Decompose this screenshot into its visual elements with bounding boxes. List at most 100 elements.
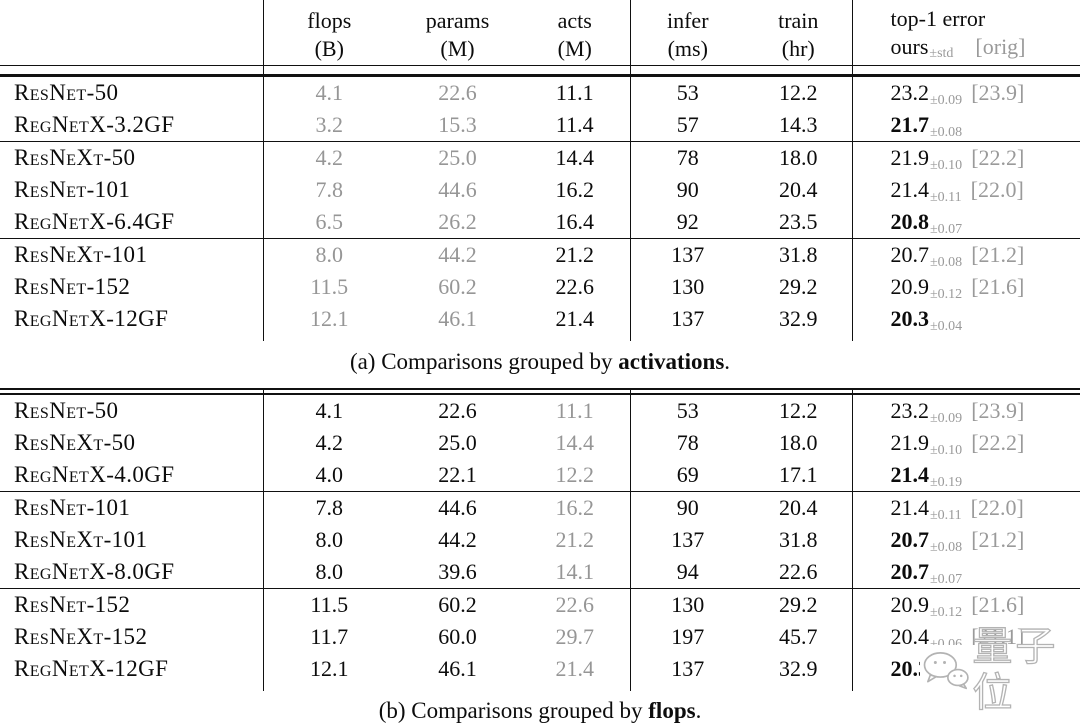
params-cell: 15.3 [438, 112, 477, 137]
vertical-rule-stub [0, 685, 1080, 691]
error-std-value: ±0.10 [930, 443, 963, 458]
acts-cell: 16.4 [555, 209, 595, 234]
table-row: RegNetX-6.4GF 6.5 26.2 16.4 92 23.5 20.8±0.07 [0, 206, 1080, 239]
error-ours-value: 23.2 [890, 398, 930, 423]
error-ours-value: 20.7 [890, 559, 930, 584]
error-std-value: ±0.07 [930, 572, 963, 587]
error-std-value: ±0.11 [930, 508, 962, 523]
error-ours-value: 21.7 [890, 112, 930, 137]
acts-cell: 16.2 [555, 177, 595, 202]
infer-cell: 57 [629, 109, 745, 142]
header-params-label: params [425, 8, 490, 33]
table-a-body: ResNet-50 4.1 22.6 11.1 53 12.2 23.2±0.09 [23.9… [0, 75, 1080, 341]
model-cell: ResNet-152 [14, 274, 131, 299]
model-cell: RegNetX-8.0GF [14, 559, 175, 584]
error-ours-value: 20.7 [890, 242, 930, 267]
params-cell: 25.0 [438, 430, 477, 455]
header-std-sub: ±std [929, 46, 954, 61]
top1-error-cell: 21.4±0.11 [22.0] [851, 174, 1080, 206]
acts-cell: 16.2 [520, 491, 630, 524]
top1-error-cell: 21.9±0.10 [22.2] [851, 427, 1080, 459]
qbitai-watermark: 量子位 [920, 623, 1080, 717]
vertical-rule-stub [0, 335, 1080, 341]
table-row: ResNeXt-50 4.2 25.0 14.4 78 18.0 21.9±0.10 [22.… [0, 141, 1080, 174]
flops-cell: 7.8 [262, 174, 395, 206]
caption-a: (a) Comparisons grouped by activations. [0, 349, 1080, 375]
flops-cell: 4.1 [262, 394, 395, 427]
model-cell: ResNeXt-101 [0, 238, 263, 271]
error-ours-value: 21.4 [890, 177, 930, 202]
acts-cell: 22.6 [555, 274, 595, 299]
params-cell: 26.2 [438, 209, 477, 234]
error-std-value: ±0.08 [930, 125, 963, 140]
error-ours-value: 21.4 [890, 495, 930, 520]
header-params: params (M) [395, 0, 520, 66]
table-row: RegNetX-4.0GF 4.0 22.1 12.2 69 17.1 21.4±0.19 [0, 459, 1080, 492]
infer-cell: 78 [629, 427, 745, 459]
error-orig-value: [22.2] [971, 430, 1025, 455]
error-ours-value: 20.9 [890, 592, 930, 617]
train-cell: 31.8 [745, 238, 852, 271]
header-ours-label: ours [890, 34, 929, 59]
infer-cell: 130 [629, 271, 745, 303]
error-orig-value: [21.2] [971, 527, 1025, 552]
error-ours-value: 21.4 [890, 462, 930, 487]
table-row: ResNeXt-101 8.0 44.2 21.2 137 31.8 20.7±0.08 [2… [0, 524, 1080, 556]
table-row: ResNeXt-50 4.2 25.0 14.4 78 18.0 21.9±0.10 [22.… [0, 427, 1080, 459]
train-cell: 18.0 [745, 141, 852, 174]
caption-b: (b) Comparisons grouped by flops. [0, 698, 1080, 724]
header-top1-title: top-1 error [890, 6, 986, 31]
params-cell: 44.6 [438, 177, 477, 202]
top1-error-cell: 20.7±0.07 [851, 556, 1080, 589]
infer-cell: 137 [629, 653, 745, 685]
table-row: ResNet-101 7.8 44.6 16.2 90 20.4 21.4±0.11 [22.… [0, 174, 1080, 206]
top1-error-cell: 21.4±0.11 [22.0] [851, 491, 1080, 524]
top1-error-cell: 20.3±0.04 [851, 303, 1080, 335]
flops-cell: 7.8 [262, 491, 395, 524]
header-model-blank [0, 0, 263, 66]
error-std-value: ±0.12 [930, 605, 963, 620]
flops-cell: 4.1 [262, 75, 395, 109]
model-cell: ResNeXt-152 [14, 624, 148, 649]
top1-error-cell: 21.9±0.10 [22.2] [851, 141, 1080, 174]
table-row: ResNet-101 7.8 44.6 16.2 90 20.4 21.4±0.11 [22.… [0, 491, 1080, 524]
header-infer-unit: (ms) [667, 36, 708, 61]
acts-cell: 14.1 [555, 559, 595, 584]
error-orig-value: [23.9] [971, 80, 1025, 105]
acts-cell: 14.4 [520, 141, 630, 174]
train-cell: 17.1 [779, 462, 818, 487]
train-cell: 23.5 [779, 209, 818, 234]
model-cell: ResNeXt-50 [0, 141, 263, 174]
header-flops-label: flops [307, 8, 352, 33]
acts-cell: 21.4 [555, 656, 595, 681]
flops-cell: 4.2 [262, 427, 395, 459]
top1-error-cell: 20.8±0.07 [851, 206, 1080, 239]
header-orig-label: [orig] [975, 34, 1026, 59]
model-cell: RegNetX-12GF [14, 656, 169, 681]
error-ours-value: 20.3 [890, 306, 930, 331]
header-params-unit: (M) [440, 36, 475, 61]
params-cell: 46.1 [438, 306, 477, 331]
comparison-table-a: flops (B) params (M) acts (M) infer (ms)… [0, 0, 1080, 341]
infer-cell: 90 [629, 174, 745, 206]
header-train-unit: (hr) [781, 36, 815, 61]
train-cell: 20.4 [779, 177, 818, 202]
acts-cell: 11.4 [555, 112, 594, 137]
table-row: ResNeXt-101 8.0 44.2 21.2 137 31.8 20.7±0.08 [2… [0, 238, 1080, 271]
error-orig-value: [21.6] [971, 592, 1025, 617]
table-row: ResNet-50 4.1 22.6 11.1 53 12.2 23.2±0.09 [23.9… [0, 394, 1080, 427]
top1-error-cell: 20.9±0.12 [21.6] [851, 588, 1080, 621]
error-ours-value: 20.9 [890, 274, 930, 299]
header-acts-unit: (M) [557, 36, 592, 61]
error-std-value: ±0.09 [930, 411, 963, 426]
model-cell: ResNet-152 [0, 588, 263, 621]
infer-cell: 92 [629, 206, 745, 239]
infer-cell: 137 [629, 303, 745, 335]
error-std-value: ±0.10 [930, 158, 963, 173]
acts-cell: 11.1 [555, 80, 594, 105]
header-thick-rule [0, 65, 1080, 77]
params-cell: 44.6 [395, 491, 520, 524]
error-orig-value: [21.6] [971, 274, 1025, 299]
error-std-value: ±0.08 [930, 255, 963, 270]
error-std-value: ±0.08 [930, 540, 963, 555]
